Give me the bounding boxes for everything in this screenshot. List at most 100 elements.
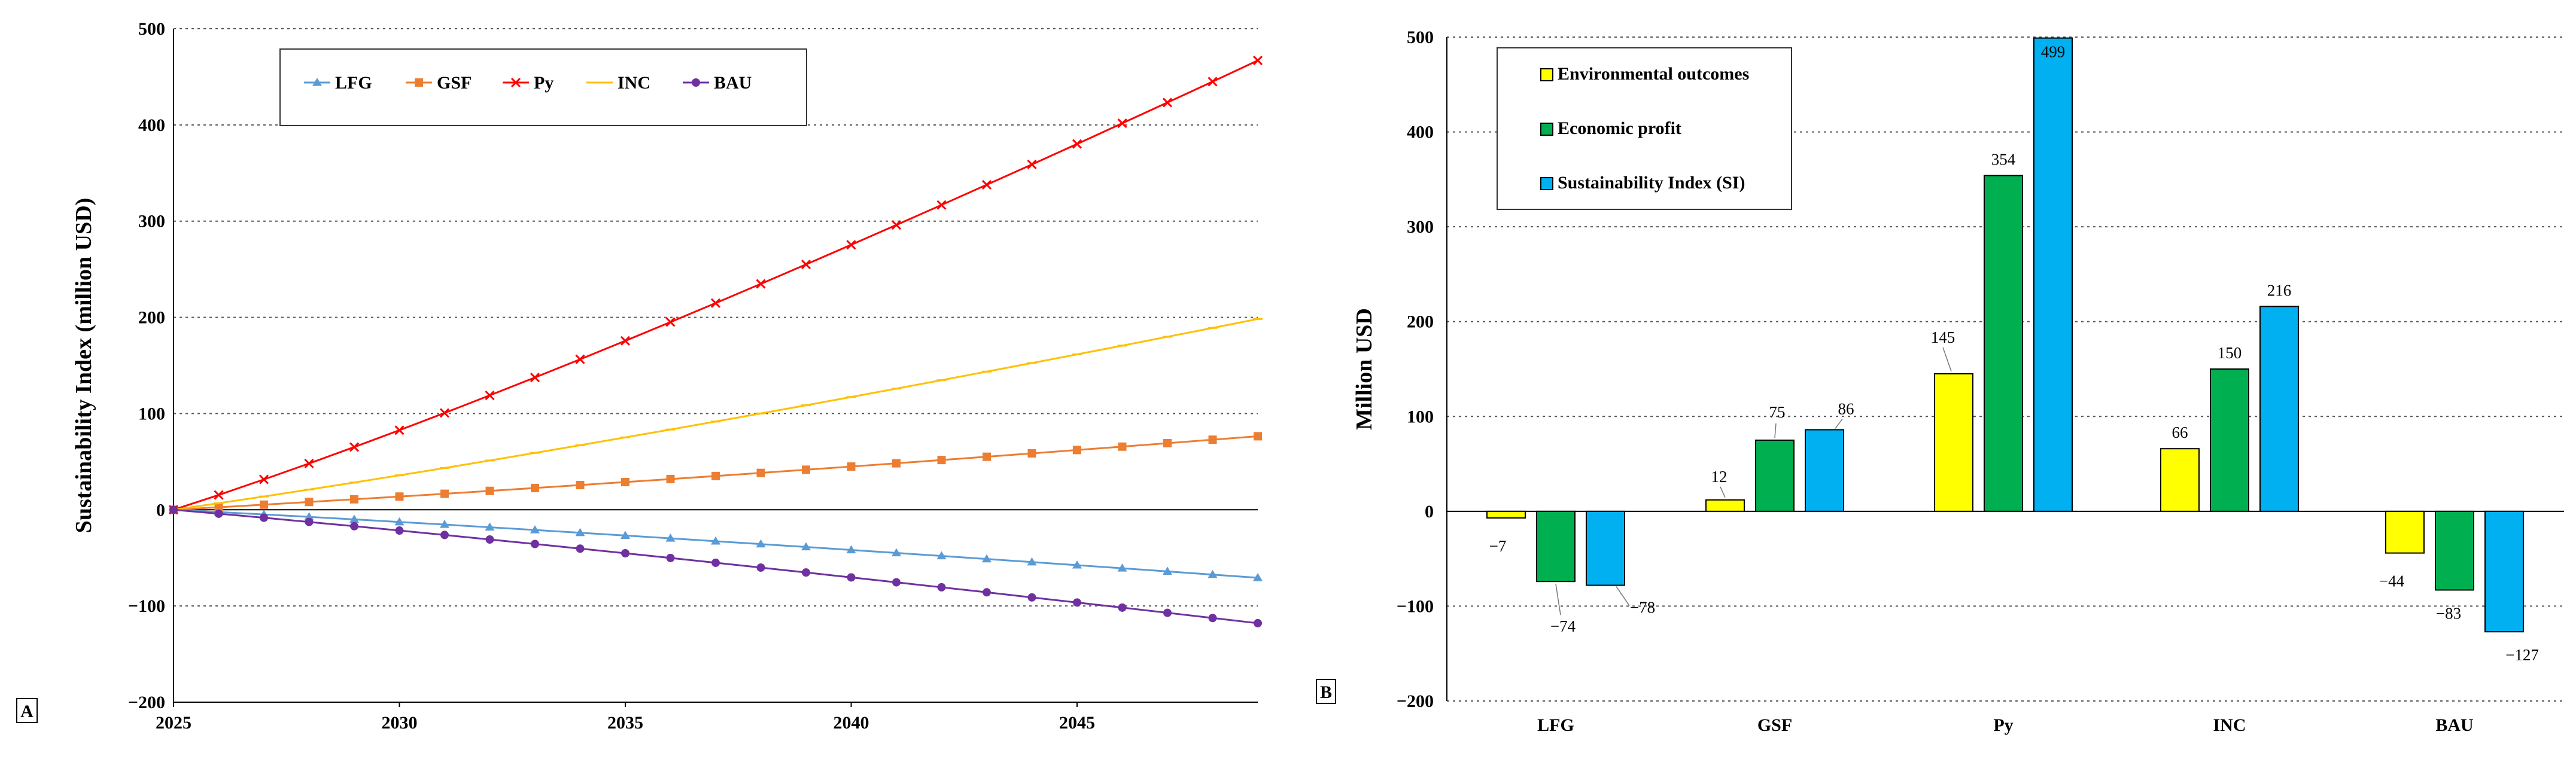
point-BAU xyxy=(214,509,223,518)
point-BAU xyxy=(892,578,901,587)
point-GSF xyxy=(983,452,991,461)
bar-BAU-2 xyxy=(2484,510,2524,633)
x-tick-label: GSF xyxy=(1757,715,1792,735)
panel-label-a: A xyxy=(20,702,34,721)
point-GSF xyxy=(802,465,810,474)
point-Py xyxy=(530,373,540,383)
point-LFG xyxy=(1027,557,1037,566)
point-Py xyxy=(1072,139,1082,149)
x-tick-label: 2035 xyxy=(607,713,643,733)
point-BAU xyxy=(983,588,991,597)
bar-Py-2 xyxy=(2033,37,2073,512)
y-axis-title: Sustainability Index (million USD) xyxy=(71,198,96,534)
panel-label-box xyxy=(16,698,38,723)
y-tick-label: 400 xyxy=(138,115,165,135)
y-tick-label: 500 xyxy=(1407,28,1434,47)
bar-INC-2 xyxy=(2259,306,2299,512)
y-tick-label: −100 xyxy=(128,596,165,616)
point-GSF xyxy=(666,474,675,483)
point-LFG xyxy=(1208,569,1218,578)
point-Py xyxy=(485,390,495,401)
point-Py xyxy=(1252,56,1263,66)
point-GSF xyxy=(1254,432,1262,441)
bar-series-2: −78 86 499 216 −127 xyxy=(1586,37,2539,664)
legend-box xyxy=(279,48,807,126)
x-tick-label: INC xyxy=(2213,715,2246,735)
legend-label-BAU: BAU xyxy=(714,73,752,93)
point-BAU xyxy=(485,535,494,544)
point-LFG xyxy=(756,539,766,548)
y-tick-label: −200 xyxy=(1397,691,1434,711)
legend-swatch xyxy=(1540,177,1553,190)
point-LFG xyxy=(575,528,585,537)
point-BAU xyxy=(847,573,856,582)
point-GSF xyxy=(892,459,901,468)
bar-Py-0 xyxy=(1934,373,1973,512)
y-tick-label: 200 xyxy=(1407,312,1434,332)
point-GSF xyxy=(937,456,946,465)
x-tick-label: Py xyxy=(1993,715,2013,735)
bar-BAU-1 xyxy=(2435,510,2474,591)
label-leader xyxy=(1720,486,1726,498)
point-Py xyxy=(710,298,721,308)
point-GSF xyxy=(847,462,856,471)
point-BAU xyxy=(576,544,585,553)
panel-b-bar-chart: 500 400 300 200 100 0 −100 −200 Million USD LFG GS… xyxy=(1316,28,2564,735)
point-Py xyxy=(439,408,450,418)
bar-GSF-2 xyxy=(1805,429,1844,512)
bar-label-Py-1: 354 xyxy=(1991,151,2016,169)
bar-label-BAU-1: −83 xyxy=(2436,604,2461,622)
series-line-INC xyxy=(173,318,1258,511)
series-line-Py xyxy=(173,59,1258,511)
bar-label-GSF-0: 12 xyxy=(1711,468,1728,486)
point-LFG xyxy=(1072,560,1082,569)
x-tick-label: 2025 xyxy=(156,713,191,733)
bar-series-1: −74 75 354 150 −83 xyxy=(1536,151,2474,635)
point-GSF xyxy=(621,477,629,486)
point-GSF xyxy=(260,500,268,509)
point-Py xyxy=(981,179,992,190)
bar-GSF-1 xyxy=(1755,439,1795,512)
y-tick-label: 300 xyxy=(1407,217,1434,237)
point-LFG xyxy=(1253,573,1263,581)
legend-label-1: Economic profit xyxy=(1558,118,1681,138)
point-Py xyxy=(936,200,947,210)
label-leader xyxy=(1942,347,1952,372)
bar-label-INC-1: 150 xyxy=(2218,344,2242,362)
y-tick-label: 500 xyxy=(138,19,165,39)
point-GSF xyxy=(1208,435,1217,444)
x-tick-label: 2030 xyxy=(382,713,418,733)
point-GSF xyxy=(305,498,314,507)
point-LFG xyxy=(304,512,314,520)
series-LFG xyxy=(169,505,1263,581)
point-BAU xyxy=(1118,603,1127,612)
point-LFG xyxy=(711,536,720,545)
point-Py xyxy=(846,240,856,250)
point-LFG xyxy=(530,525,540,534)
label-leader xyxy=(1555,584,1561,615)
point-LFG xyxy=(485,522,495,531)
point-Py xyxy=(575,354,585,364)
point-GSF xyxy=(350,495,358,504)
point-GSF xyxy=(1118,442,1127,451)
point-GSF xyxy=(440,489,449,498)
point-GSF xyxy=(214,503,223,512)
point-BAU xyxy=(756,563,765,572)
point-LFG xyxy=(349,514,359,523)
x-tick-label: LFG xyxy=(1537,715,1574,735)
point-Py xyxy=(891,220,902,230)
point-Py xyxy=(258,474,269,484)
point-Py xyxy=(801,260,811,270)
bar-label-GSF-2: 86 xyxy=(1838,400,1854,417)
series-INC xyxy=(169,318,1263,511)
bar-BAU-0 xyxy=(2385,510,2425,554)
series-GSF xyxy=(169,432,1262,514)
series-BAU xyxy=(169,505,1262,627)
point-BAU xyxy=(1073,598,1081,607)
point-Py xyxy=(304,458,314,468)
point-GSF xyxy=(756,468,765,477)
legend-label-Py: Py xyxy=(534,73,553,93)
point-BAU xyxy=(305,517,314,526)
